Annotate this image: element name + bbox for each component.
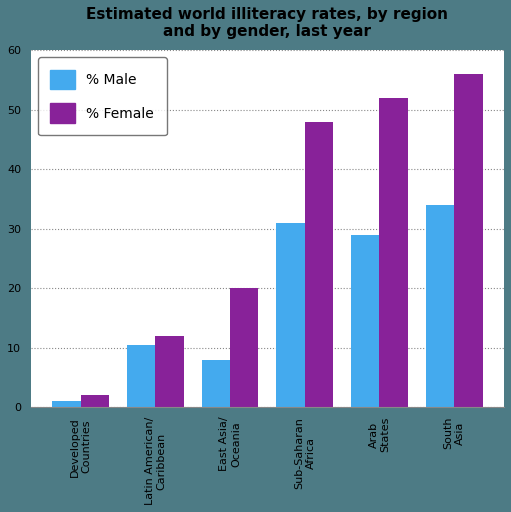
Bar bbox=[230, 288, 259, 407]
Bar bbox=[454, 74, 482, 407]
Bar bbox=[380, 98, 408, 407]
Bar bbox=[81, 395, 109, 407]
Bar bbox=[305, 122, 333, 407]
Bar bbox=[202, 359, 230, 407]
Legend: % Male, % Female: % Male, % Female bbox=[38, 57, 167, 135]
Bar bbox=[426, 205, 454, 407]
Bar bbox=[276, 223, 305, 407]
Bar bbox=[351, 234, 380, 407]
Title: Estimated world illiteracy rates, by region
and by gender, last year: Estimated world illiteracy rates, by reg… bbox=[86, 7, 449, 39]
Bar bbox=[52, 401, 81, 407]
Bar bbox=[127, 345, 155, 407]
Bar bbox=[155, 336, 184, 407]
